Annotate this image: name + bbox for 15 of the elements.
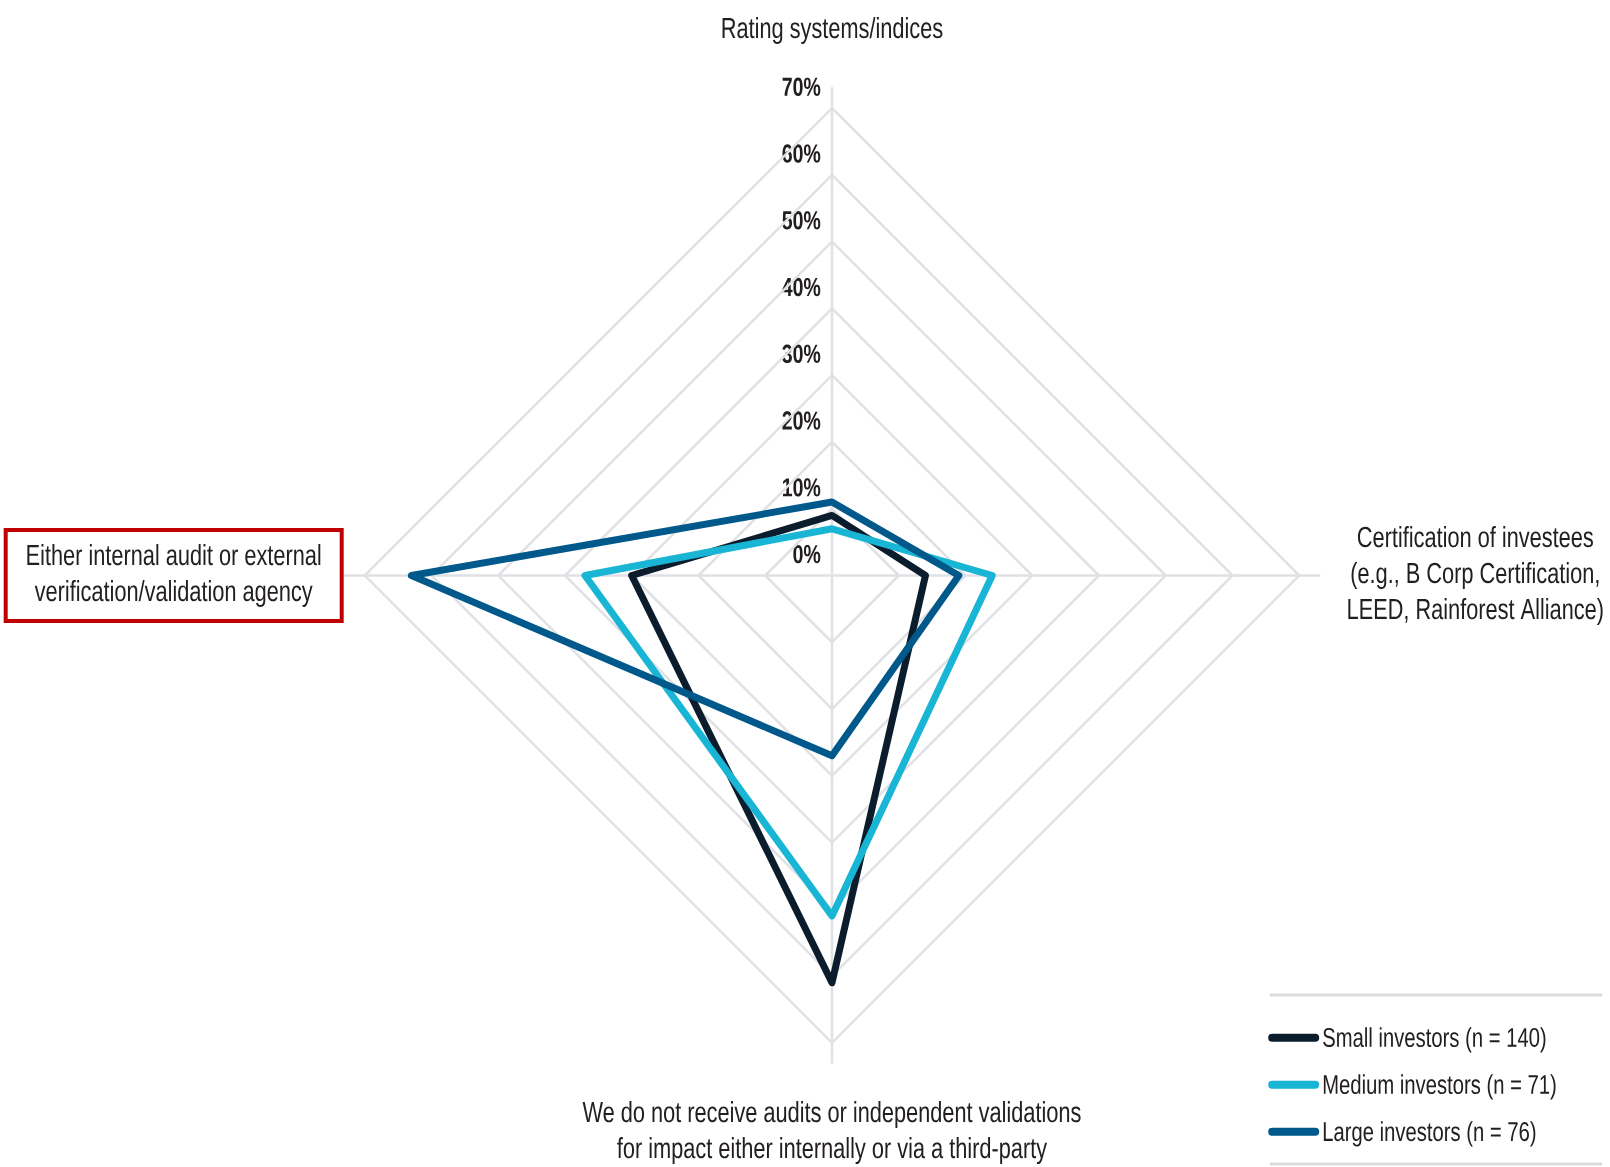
spoke-label: Rating systems/indices <box>722 16 943 44</box>
y-tick-label: 70% <box>782 77 821 96</box>
legend-label: Medium investors (n = 71) <box>1323 1074 1556 1100</box>
legend-label: Small investors (n = 140) <box>1323 1027 1546 1053</box>
y-tick-label: 40% <box>782 277 821 297</box>
y-tick-label: 50% <box>782 211 821 230</box>
y-tick-label: 20% <box>782 411 821 430</box>
y-tick-label: 30% <box>782 344 821 364</box>
spoke-label: We do not receive audits or independent validations for impact either internally or via a third-party <box>582 1101 1081 1165</box>
y-tick-label: 0% <box>793 544 821 564</box>
spoke-label: Certification of investees (e.g., B Corp Certification, LEED, Rainforest Alliance) <box>1348 525 1603 626</box>
spoke-label: Either internal audit or external verification/validation agency <box>27 543 321 608</box>
legend-label: Large investors (n = 76) <box>1323 1121 1536 1147</box>
y-tick-label: 10% <box>783 478 821 497</box>
y-tick-label: 60% <box>782 144 821 163</box>
